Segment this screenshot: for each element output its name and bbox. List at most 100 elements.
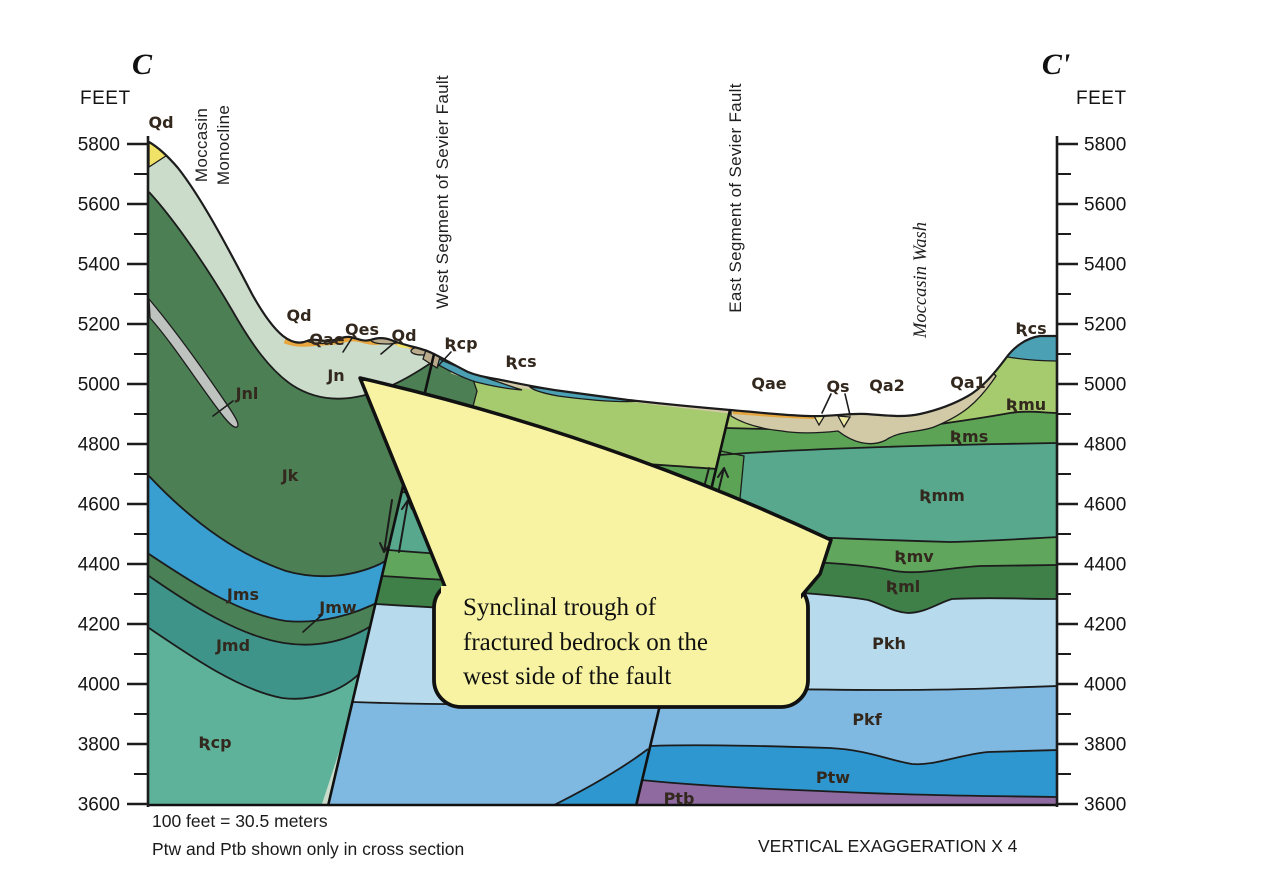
trcp-leader [437,351,452,367]
elevation-tick-label: 5800 [78,135,120,156]
label-jms: Jms [226,585,259,604]
elevation-tick-label: 4400 [1084,555,1126,576]
unit-qs-lens-2 [836,415,852,429]
visibility-note: Ptw and Ptb shown only in cross section [152,839,464,859]
label-qa2: Qa2 [869,376,905,395]
unit-trcp-region-west [149,628,368,806]
label-jn: Jn [326,366,344,385]
elevation-tick-label: 5000 [78,375,120,396]
elevation-tick-label: 4200 [1084,615,1126,636]
label-pkh: Pkh [872,634,906,653]
callout-text-line2: fractured bedrock on the [463,629,708,656]
qes-leader [342,337,353,353]
ground-surface-west [147,140,436,356]
elevation-tick-label: 4400 [78,555,120,576]
elevation-tick-label: 3600 [1084,795,1126,816]
pkf-ptw-contact-mid [539,748,649,806]
label-trcs-mid: Ʀcs [505,352,536,371]
label-trmv: Ʀmv [894,547,934,566]
elevation-tick-label: 4600 [78,495,120,516]
label-leader-lines [212,337,851,633]
section-endpoint-c-prime: C' [1042,48,1070,81]
scale-note: 100 feet = 30.5 meters [152,811,328,831]
unit-ptb-region-east [636,780,1056,806]
label-trcp-fault: Ʀcp [444,334,477,353]
ground-surface-mid [432,352,732,412]
unit-jmw-band [149,554,386,645]
callout-pointer [358,376,833,616]
label-trcp-west: Ʀcp [198,733,231,752]
elevation-tick-label: 5600 [1084,195,1126,216]
trms-trmm-contact-east [718,442,1056,456]
callout-text-line1: Synclinal trough of [463,594,657,621]
label-qae-west: Qae [309,330,344,349]
elevation-tick-label: 4200 [78,615,120,636]
vertical-exaggeration-note: VERTICAL EXAGGERATION X 4 [758,836,1018,856]
label-qd-syncline: Qd [391,326,416,345]
qs-leader-1 [821,393,832,414]
west-fault-label: West Segment of Sevier Fault [433,75,452,309]
elevation-tick-label: 5200 [1084,315,1126,336]
monocline-label-line2: Monocline [214,105,233,185]
elevation-tick-label: 4000 [1084,675,1126,696]
pkf-ptw-contact-east [649,744,1056,766]
jms-jmw-contact [149,553,387,623]
monocline-label-line1: Moccasin [192,108,211,182]
callout-text-line3: west side of the fault [463,663,671,690]
jk-jms-contact [149,475,395,578]
down-arrow-icon [379,499,393,553]
qs-leader-2 [844,393,851,416]
callout: Synclinal trough of fractured bedrock on… [358,376,833,709]
label-trmm: Ʀmm [919,486,965,505]
elevation-tick-label: 3800 [1084,735,1126,756]
label-trml: Ʀml [886,577,920,596]
label-trms: Ʀms [950,427,989,446]
right-elevation-axis: 5800 5600 5400 5200 5000 4800 4600 4400 4200 4000… [1055,135,1126,816]
right-axis-unit-label: FEET [1076,88,1127,109]
elevation-tick-label: 4000 [78,675,120,696]
elevation-tick-label: 5400 [1084,255,1126,276]
callout-pointer-merge-patch [441,586,801,630]
jmd-trcp-contact [149,627,369,700]
label-trcs-east: Ʀcs [1015,319,1046,338]
elevation-tick-label: 3600 [78,795,120,816]
ground-surface-east [728,334,1058,418]
unit-jmd-band [149,576,380,699]
elevation-tick-label: 4800 [78,435,120,456]
ptw-ptb-contact-east [640,779,1056,798]
label-jnl: Jnl [235,384,259,403]
elevation-tick-label: 5600 [78,195,120,216]
label-pkf: Pkf [852,710,882,729]
unit-labels: Qd Qd Qae Qes Qd Jn Jnl Jk Jms Jmw Jmd Ʀ… [148,113,1046,808]
east-fault-label: East Segment of Sevier Fault [726,83,745,313]
label-qs: Qs [826,377,849,396]
moccasin-wash-label: Moccasin Wash [911,222,931,339]
left-elevation-axis: 5800 5600 5400 5200 5000 4800 4600 4400 4200 4000… [78,135,150,816]
jmw-leader [302,614,323,633]
label-ptb: Ptb [664,789,695,808]
label-qd-peak: Qd [148,113,173,132]
label-qa1: Qa1 [950,373,986,392]
unit-jnl-sliver [149,297,239,428]
section-endpoint-c: C [132,48,153,81]
label-qes: Qes [345,320,379,339]
label-jmw: Jmw [318,598,357,617]
unit-jms-band [149,476,394,622]
elevation-tick-label: 3800 [78,735,120,756]
elevation-tick-label: 5800 [1084,135,1126,156]
qd-leader [380,342,395,355]
jmw-jmd-contact [149,575,381,646]
jnl-leader [212,400,234,417]
label-qd-west: Qd [286,306,311,325]
elevation-tick-label: 5400 [78,255,120,276]
monocline-label: Moccasin Monocline [192,105,233,185]
elevation-tick-label: 4800 [1084,435,1126,456]
label-jmd: Jmd [215,636,250,655]
label-trmu: Ʀmu [1006,395,1046,414]
elevation-tick-label: 4600 [1084,495,1126,516]
left-axis-unit-label: FEET [80,88,131,109]
label-jk: Jk [281,466,299,485]
elevation-tick-label: 5000 [1084,375,1126,396]
